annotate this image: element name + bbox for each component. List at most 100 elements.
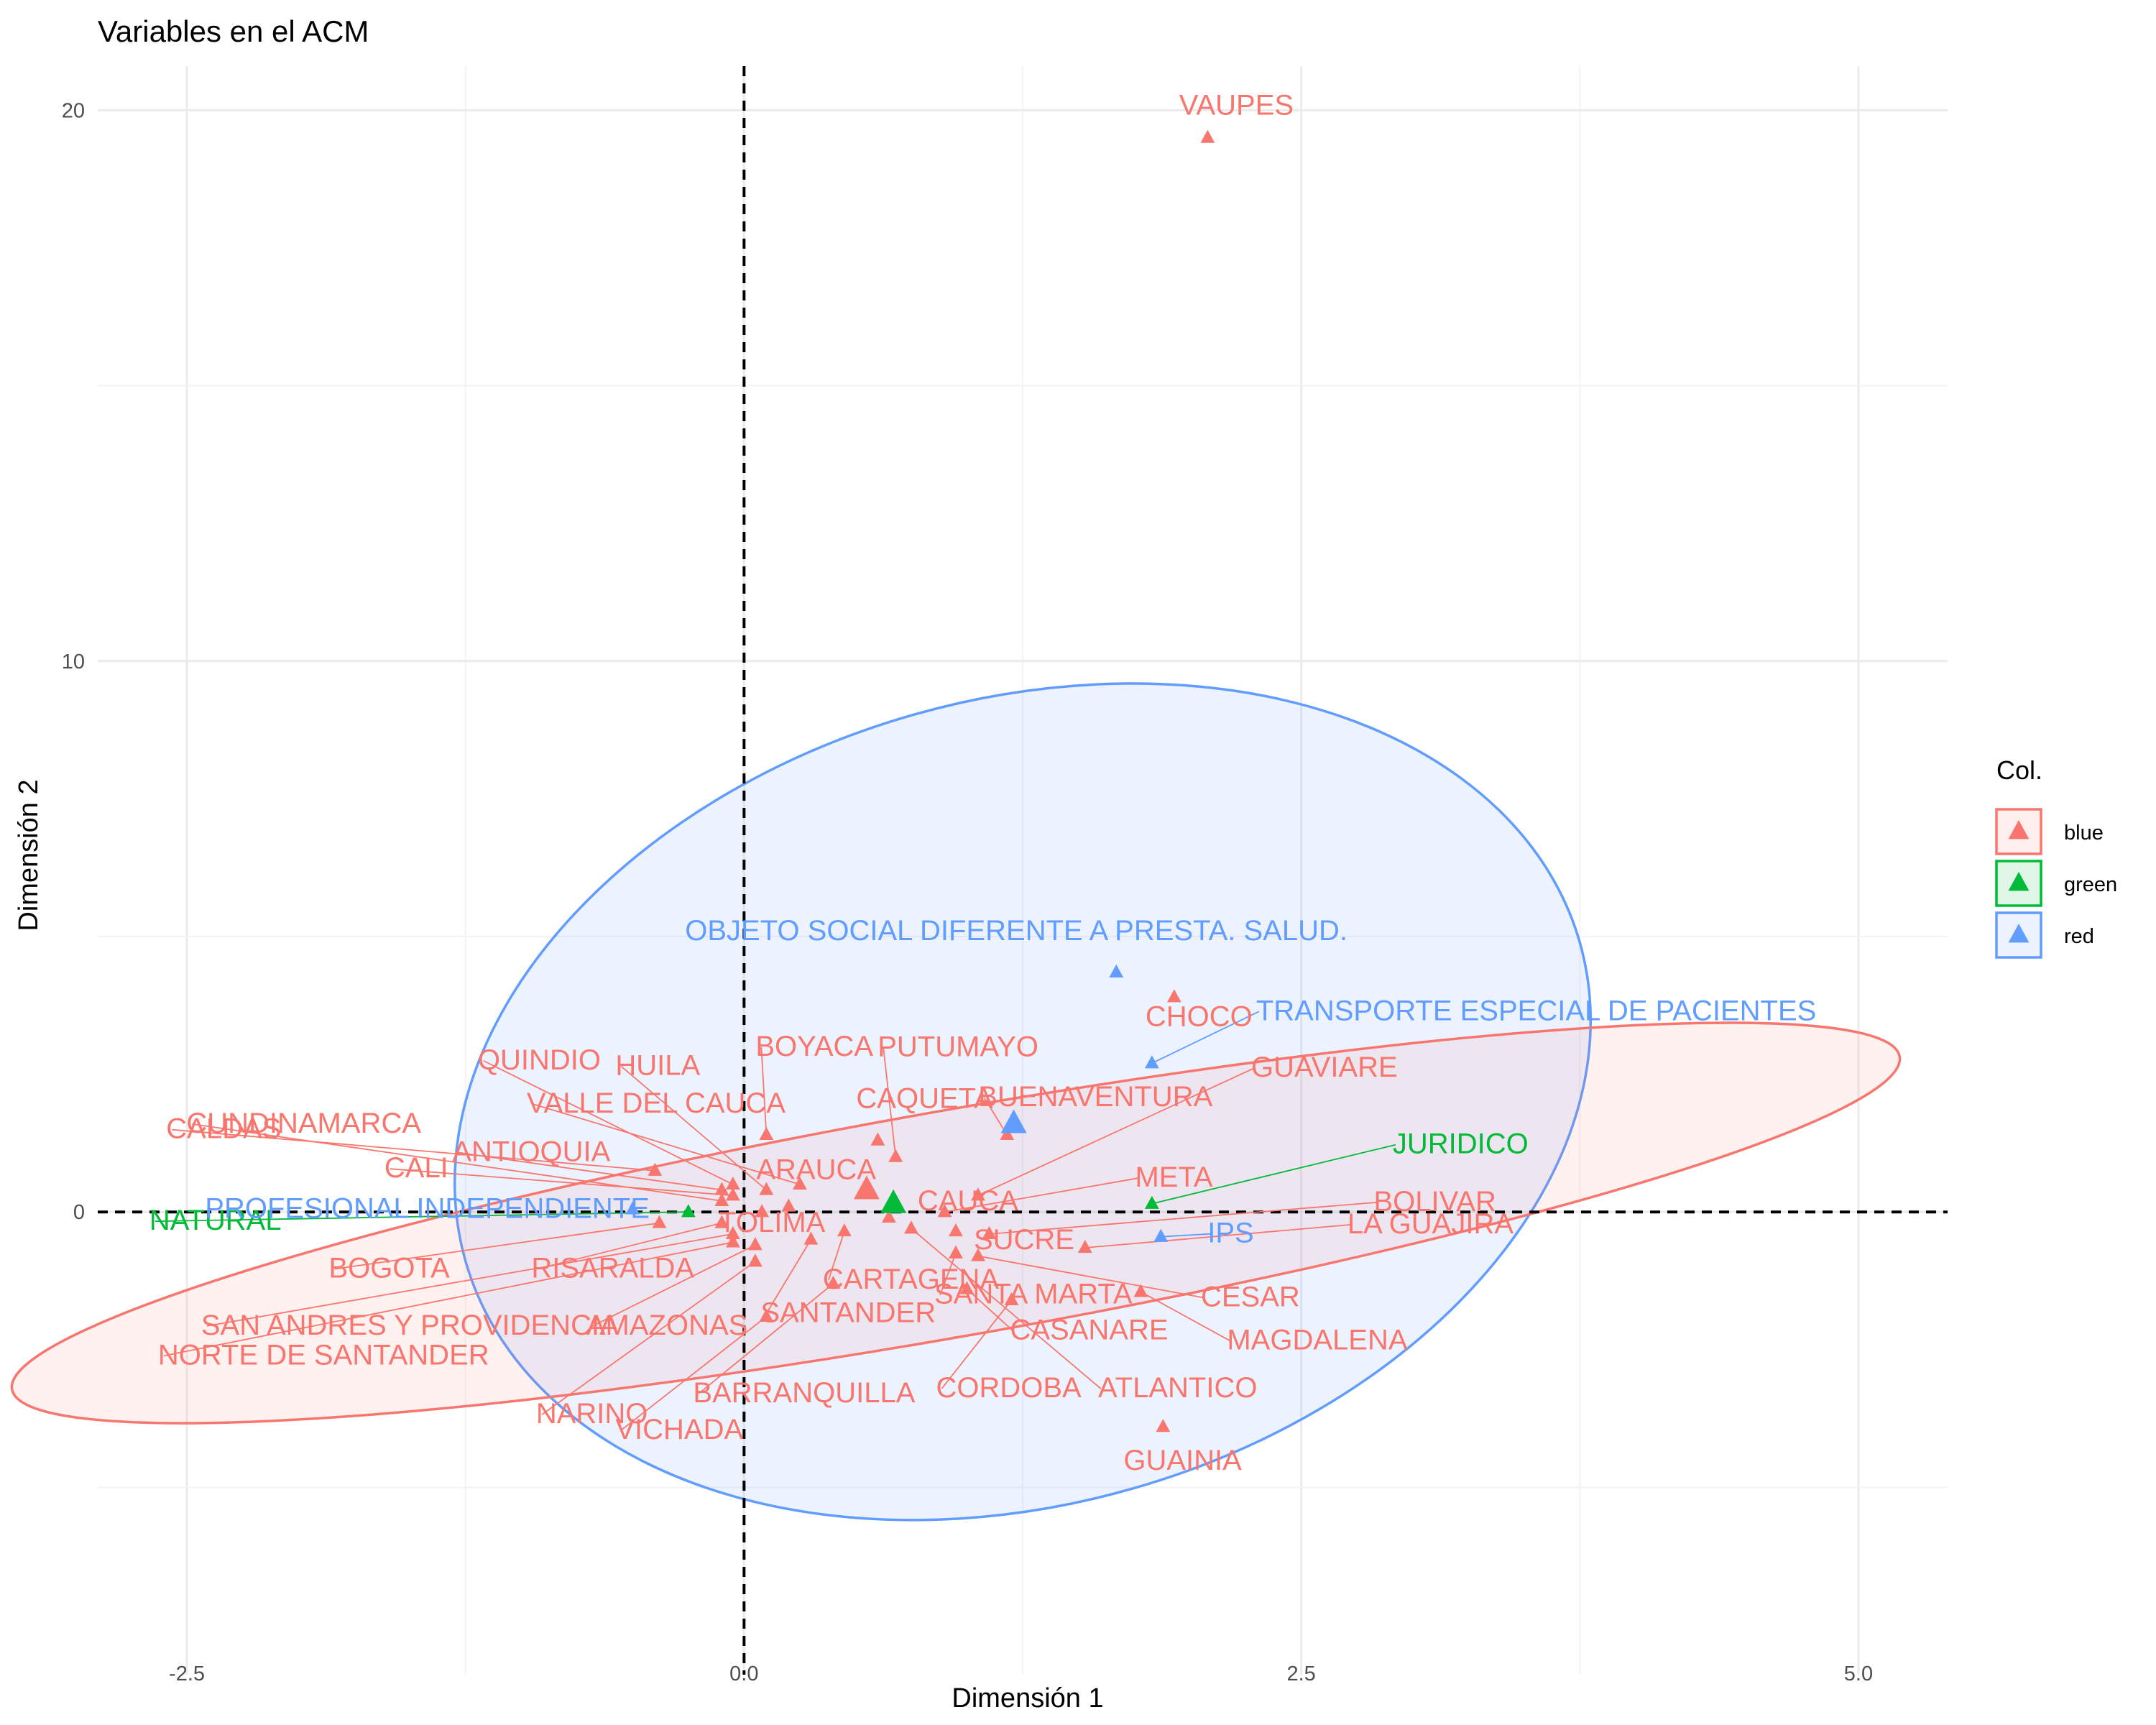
- grid: [98, 66, 1948, 1675]
- point-putumayo: [888, 1149, 903, 1162]
- point-bogota: [652, 1215, 667, 1228]
- point-label-narino: NARINO: [536, 1398, 648, 1430]
- point-vaupes: [1200, 129, 1215, 143]
- label-connector: [172, 1128, 655, 1172]
- reference-lines: [98, 66, 1948, 1675]
- point-cauca: [882, 1209, 896, 1223]
- point-caldas: [648, 1162, 663, 1176]
- point-label-boyaca: BOYACA: [755, 1031, 873, 1062]
- point-huila: [759, 1182, 774, 1195]
- point-label-cesar: CESAR: [1201, 1282, 1300, 1313]
- point-label-caqueta: CAQUETA: [856, 1083, 993, 1115]
- point-labels: VAUPES CHOCO QUINDIO HUILA BOYACA PUTUMAYO VAL…: [149, 90, 1817, 1476]
- point-la-guajira: [1077, 1240, 1092, 1254]
- group-mean-red: [1000, 1109, 1027, 1133]
- point-meta: [937, 1204, 952, 1218]
- legend-symbol-blue: [2008, 820, 2030, 840]
- label-connector: [620, 1065, 767, 1191]
- point-santander: [803, 1231, 819, 1245]
- legend-label-red: red: [2064, 925, 2094, 948]
- point-label-cundinamarca: CUNDINAMARCA: [186, 1108, 421, 1139]
- point-label-caldas: CALDAS: [166, 1113, 281, 1145]
- point-label-meta: META: [1135, 1162, 1212, 1193]
- point-label-buenaventura: BUENAVENTURA: [978, 1081, 1212, 1113]
- label-connectors: [155, 1011, 1396, 1431]
- point-label-atlantico: ATLANTICO: [1098, 1372, 1258, 1404]
- point-cesar: [971, 1248, 985, 1261]
- point-label-juridico: JURIDICO: [1393, 1128, 1529, 1160]
- point-objeto-social-diferente-a-presta-salud: [1109, 964, 1124, 978]
- point-label-profesional-independiente: PROFESIONAL INDEPENDIENTE: [205, 1192, 650, 1224]
- point-label-guainia: GUAINIA: [1123, 1445, 1242, 1476]
- x-tick-label: 0.0: [729, 1662, 758, 1685]
- point-label-la-guajira: LA GUAJIRA: [1348, 1208, 1514, 1240]
- point-label-san-andres-y-providencia: SAN ANDRES Y PROVIDENCIA: [201, 1310, 619, 1341]
- label-connector: [966, 1288, 1014, 1332]
- label-connector: [155, 1211, 688, 1223]
- label-connector: [977, 1255, 1204, 1299]
- ellipse-red: [453, 682, 1593, 1522]
- points: [625, 129, 1215, 1432]
- point-label-barranquilla: BARRANQUILLA: [693, 1377, 915, 1409]
- point-label-choco: CHOCO: [1146, 1000, 1253, 1032]
- label-connector: [698, 1283, 834, 1394]
- point-antioquia: [714, 1182, 729, 1195]
- x-tick-label: -2.5: [169, 1662, 205, 1685]
- label-connector: [911, 1228, 1102, 1389]
- ellipse-blue: [10, 1021, 1902, 1425]
- label-connector: [760, 1046, 768, 1135]
- point-label-natural: NATURAL: [149, 1205, 282, 1236]
- group-mean-blue: [853, 1175, 880, 1200]
- label-connector: [989, 1201, 1377, 1235]
- point-label-bogota: BOGOTA: [329, 1253, 450, 1284]
- point-quindio: [725, 1176, 740, 1190]
- point-label-amazonas: AMAZONAS: [586, 1310, 747, 1341]
- point-label-vichada: VICHADA: [615, 1414, 743, 1445]
- y-tick-label: 0: [73, 1201, 85, 1224]
- point-label-cali: CALI: [384, 1152, 448, 1184]
- point-label-bolivar: BOLIVAR: [1373, 1186, 1496, 1218]
- point-boyaca: [759, 1126, 774, 1141]
- point-cartagena: [837, 1223, 852, 1237]
- label-connector: [944, 1177, 1138, 1213]
- point-label-antioquia: ANTIOQUIA: [452, 1136, 610, 1168]
- point-natural: [681, 1204, 696, 1218]
- point-label-santander: SANTANDER: [760, 1297, 936, 1329]
- legend: Col. blue green red: [1995, 755, 2117, 959]
- point-tolima: [755, 1204, 770, 1218]
- point-label-transporte-especial-de-pacientes: TRANSPORTE ESPECIAL DE PACIENTES: [1256, 995, 1816, 1026]
- label-connector: [206, 1233, 733, 1327]
- point-label-ips: IPS: [1207, 1218, 1253, 1249]
- point-label-vaupes: VAUPES: [1179, 90, 1294, 121]
- label-connector: [163, 1241, 734, 1357]
- label-connector: [537, 1222, 722, 1270]
- point-ips: [1153, 1228, 1169, 1242]
- point-label-valle-del-cauca: VALLE DEL CAUCA: [527, 1087, 786, 1119]
- label-connector: [883, 1047, 897, 1157]
- y-tick-label: 10: [62, 650, 85, 673]
- point-label-guaviare: GUAVIARE: [1251, 1052, 1398, 1083]
- x-axis-title: Dimensión 1: [952, 1683, 1103, 1714]
- x-tick-label: 2.5: [1286, 1662, 1315, 1685]
- legend-label-blue: blue: [2064, 822, 2104, 845]
- point-label-huila: HUILA: [615, 1050, 700, 1082]
- label-connector: [828, 1230, 845, 1281]
- point-cali: [725, 1187, 740, 1201]
- point-label-tolima: TOLIMA: [719, 1207, 826, 1238]
- point-label-cartagena: CARTAGENA: [823, 1264, 1000, 1295]
- legend-title: Col.: [1996, 755, 2042, 785]
- point-cordoba: [1004, 1292, 1019, 1305]
- label-connector: [458, 1151, 722, 1191]
- label-connector: [1140, 1291, 1230, 1342]
- point-choco: [1166, 989, 1181, 1003]
- label-connector: [765, 1239, 812, 1314]
- point-norte-de-santander: [725, 1234, 740, 1248]
- y-axis-title: Dimensión 2: [14, 779, 44, 931]
- point-vichada: [759, 1308, 774, 1322]
- label-connector: [977, 1067, 1255, 1197]
- legend-label-green: green: [2064, 873, 2117, 896]
- point-label-norte-de-santander: NORTE DE SANTANDER: [158, 1339, 489, 1371]
- y-tick-label: 20: [62, 99, 85, 122]
- label-connector: [390, 1168, 733, 1197]
- group-mean-green: [880, 1189, 907, 1213]
